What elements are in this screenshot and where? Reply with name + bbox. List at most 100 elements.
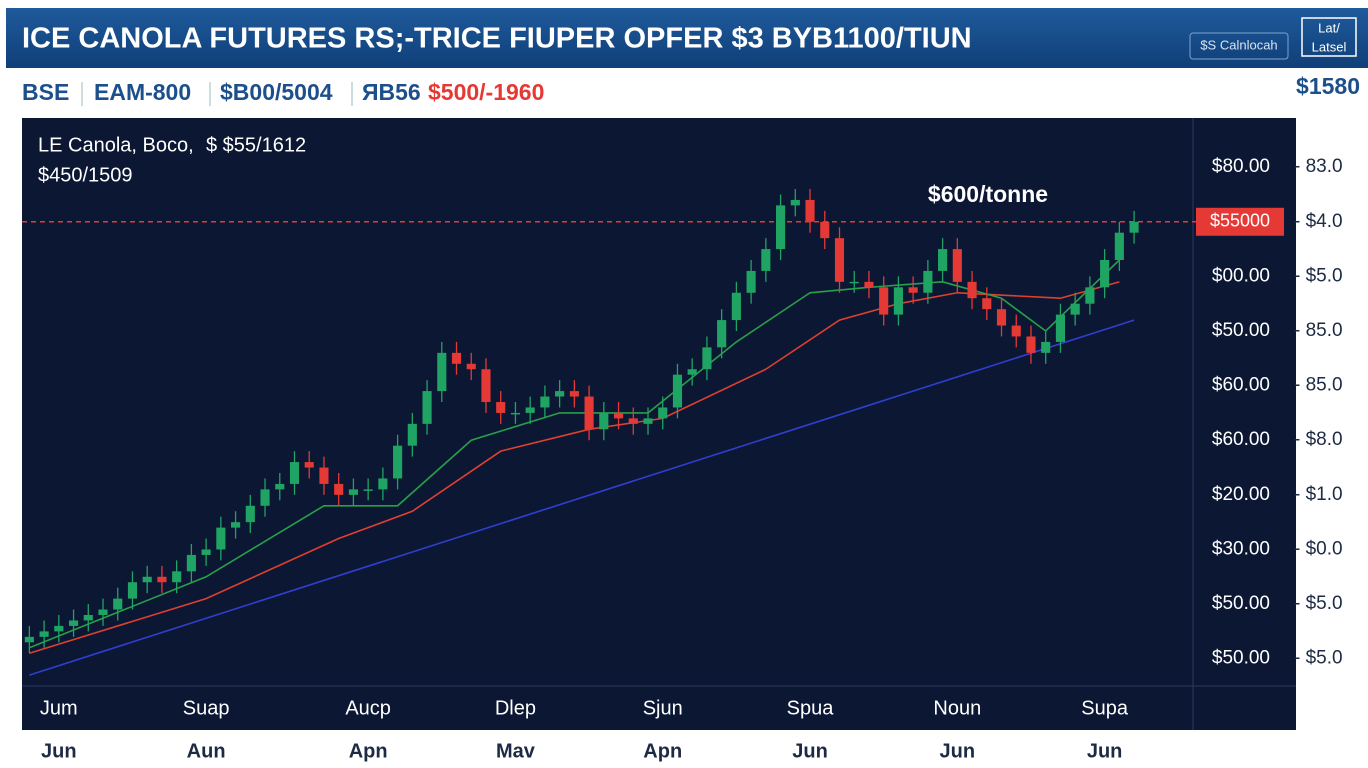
ticker-right: $1580: [1296, 73, 1360, 99]
candle-body: [201, 549, 211, 555]
candle-body: [245, 505, 255, 523]
y2-tick-label: - $4.0: [1294, 211, 1343, 232]
candle-body: [289, 462, 300, 484]
x-tick-label: Jun: [41, 740, 77, 762]
candle-body: [908, 287, 918, 293]
chart-title: ICE CANOLA FUTURES RS;-TRICE FIUPER OPFE…: [22, 23, 972, 55]
candle-body: [216, 527, 226, 550]
y-tick-label: $20.00: [1212, 484, 1270, 505]
y2-tick-label: - $8.0: [1294, 429, 1343, 450]
y2-tick-label: - $0.0: [1294, 538, 1343, 559]
candle-body: [172, 571, 182, 583]
candle-body: [923, 270, 933, 293]
candle-body: [68, 620, 79, 626]
x-tick-label: Mav: [496, 740, 536, 762]
x-tick-label: Sjun: [643, 697, 683, 719]
candle-body: [127, 582, 138, 599]
legend-text: $450/1509: [38, 164, 133, 186]
candle-body: [378, 478, 388, 490]
ticker: ЯB56: [362, 79, 421, 105]
candle-body: [628, 418, 638, 424]
x-tick-label: Noun: [933, 697, 981, 719]
candle-body: [525, 407, 535, 413]
x-tick-label: Suap: [183, 697, 230, 719]
candle-body: [231, 522, 241, 528]
candle-body: [1114, 232, 1124, 260]
legend-text: $ $55/1612: [206, 134, 306, 156]
candle-body: [496, 402, 506, 413]
x-tick-label: Aucp: [345, 697, 391, 719]
candle-body: [584, 396, 594, 430]
candle-body: [702, 347, 712, 370]
candle-body: [849, 281, 859, 284]
candle-body: [643, 418, 653, 424]
header-bar: [6, 8, 1368, 68]
candle-body: [186, 554, 196, 572]
candle-body: [1026, 336, 1036, 353]
reference-label: $55000: [1210, 211, 1270, 231]
candle-body: [304, 462, 314, 468]
candle-body: [613, 412, 624, 419]
candle-body: [996, 309, 1007, 326]
x-tick-label: Jun: [792, 740, 828, 762]
candle-body: [83, 615, 93, 621]
candle-body: [24, 636, 34, 643]
candle-body: [54, 625, 64, 632]
y2-tick-label: - $1.0: [1294, 484, 1343, 505]
candle-body: [555, 391, 565, 397]
y-tick-label: $50.00: [1212, 593, 1270, 614]
candle-body: [569, 391, 579, 397]
candle-body: [348, 489, 358, 495]
x-tick-label: Dlep: [495, 697, 536, 719]
candle-body: [1041, 341, 1051, 353]
candle-body: [113, 598, 123, 610]
candle-body: [1055, 314, 1066, 342]
indicator-line: [29, 319, 1135, 676]
candle-body: [746, 270, 756, 293]
reference-label-box: [1196, 207, 1284, 236]
candle-body: [879, 287, 889, 315]
y-tick-label: $80.00: [1212, 156, 1270, 177]
y2-tick-label: - 85.0: [1294, 375, 1343, 396]
logo-box: [1301, 17, 1357, 57]
x-tick-label: Jum: [40, 697, 78, 719]
candle-body: [790, 199, 800, 206]
candle-body: [437, 352, 447, 392]
candle-body: [1100, 260, 1110, 288]
ticker: EAM-800: [94, 79, 191, 105]
candle-body: [776, 205, 786, 250]
ticker: $B00/5004: [220, 79, 333, 105]
legend-text: LE Canola, Boco,: [38, 134, 194, 156]
candle-body: [451, 352, 462, 364]
candle-body: [39, 631, 49, 637]
candle-body: [938, 249, 948, 271]
candle-body: [1011, 325, 1021, 337]
y-tick-label: $60.00: [1212, 375, 1270, 396]
candle-body: [952, 249, 962, 282]
y2-tick-label: - 85.0: [1294, 320, 1343, 341]
badge-box: [1189, 32, 1289, 60]
candle-body: [731, 292, 741, 321]
candle-body: [275, 483, 285, 490]
annotation: $600/tonne: [928, 181, 1048, 207]
y2-tick-label: - 83.0: [1294, 156, 1343, 177]
candle-body: [658, 407, 668, 419]
candle-body: [260, 489, 270, 506]
y-tick-label: $60.00: [1212, 429, 1270, 450]
y2-tick-label: - $5.0: [1294, 593, 1343, 614]
candle-body: [422, 391, 432, 424]
candle-body: [142, 576, 152, 583]
candle-body: [1070, 303, 1080, 315]
candle-body: [599, 412, 609, 430]
candle-body: [864, 281, 874, 288]
candle-body: [319, 467, 329, 484]
x-tick-label: Aun: [187, 740, 226, 762]
candle-body: [834, 238, 845, 282]
y-tick-label: $50.00: [1212, 320, 1270, 341]
y2-tick-label: - $5.0: [1294, 648, 1343, 669]
x-tick-label: Apn: [349, 740, 388, 762]
candle-body: [393, 445, 403, 479]
x-tick-label: Supa: [1081, 697, 1129, 719]
